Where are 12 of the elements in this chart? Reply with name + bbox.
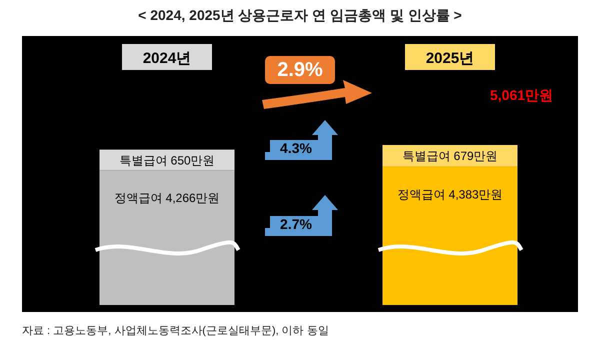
data-label: 특별급여 650만원 [119,153,215,168]
data-label: 정액급여 4,383만원 [397,187,503,202]
total-label: 5,061만원 [490,87,554,103]
data-label: 정액급여 4,266만원 [114,191,220,206]
x-tick-label: 2024년 [142,50,192,67]
chart-title: < 2024, 2025년 상용근로자 연 임금총액 및 인상률 > [138,7,462,23]
x-tick-label: 2025년 [426,50,474,67]
annotation: 2.7% [280,216,312,232]
text: 2.9% [277,59,324,81]
data-label: 특별급여 679만원 [402,149,498,164]
annotation: 4.3% [280,140,312,156]
text: 자료 : 고용노동부, 사업체노동력조사(근로실태부문), 이하 동일 [22,325,329,337]
